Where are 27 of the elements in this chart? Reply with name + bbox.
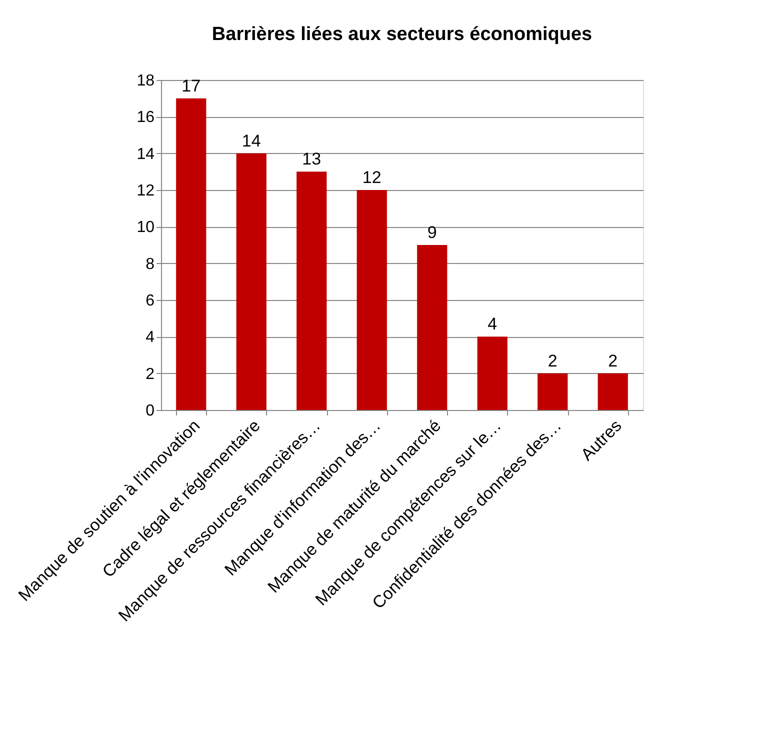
data-label: 9 bbox=[427, 223, 437, 242]
bar bbox=[477, 336, 508, 410]
bar bbox=[236, 153, 266, 410]
y-tick-label: 2 bbox=[146, 366, 155, 383]
y-tick-label: 10 bbox=[136, 219, 155, 236]
y-tick-label: 6 bbox=[146, 292, 155, 310]
data-label: 4 bbox=[488, 314, 498, 334]
data-label: 12 bbox=[362, 168, 382, 187]
bar bbox=[176, 98, 206, 410]
bar bbox=[296, 172, 327, 410]
bar bbox=[356, 190, 387, 410]
y-tick-label: 12 bbox=[136, 182, 155, 200]
data-label: 14 bbox=[242, 131, 261, 150]
y-tick-label: 0 bbox=[146, 402, 155, 420]
bar bbox=[538, 373, 568, 410]
data-label: 17 bbox=[182, 76, 201, 96]
y-tick-label: 16 bbox=[136, 109, 155, 126]
chart-title: Barrières liées aux secteurs économiques bbox=[212, 24, 592, 45]
bar bbox=[417, 245, 448, 410]
data-label: 2 bbox=[608, 351, 618, 370]
bar bbox=[598, 373, 628, 410]
y-tick-label: 4 bbox=[146, 329, 155, 346]
data-label: 2 bbox=[548, 351, 558, 370]
y-tick-label: 18 bbox=[136, 72, 155, 90]
y-tick-label: 8 bbox=[146, 256, 155, 273]
data-label: 13 bbox=[302, 150, 322, 169]
y-tick-label: 14 bbox=[136, 146, 155, 163]
